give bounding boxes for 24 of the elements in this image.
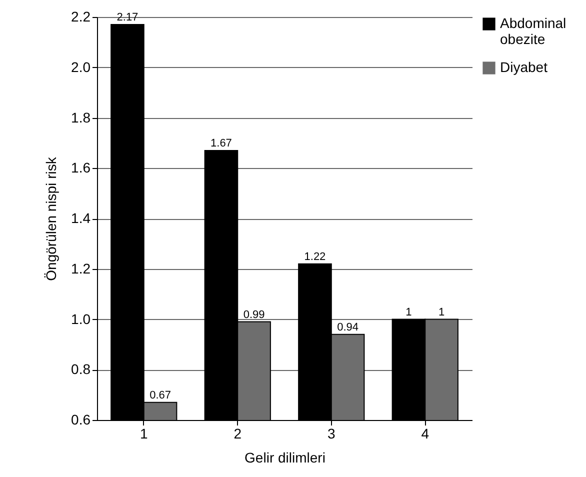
data-label: 0.94 (337, 321, 358, 334)
y-tick-label: 1.8 (71, 109, 91, 126)
data-label: 1.22 (304, 250, 326, 263)
y-tick-label: 0.6 (71, 412, 91, 428)
y-tick-label: 1.2 (71, 260, 91, 276)
data-label: 1.67 (210, 137, 232, 150)
x-tick-label: 4 (421, 426, 430, 442)
y-tick-label: 2.0 (71, 58, 91, 75)
data-label: 1 (438, 306, 445, 318)
legend-label: Diyabet (500, 59, 548, 75)
y-tick-label: 0.8 (71, 361, 91, 378)
x-axis-title: Gelir dilimleri (244, 450, 326, 466)
x-tick-label: 2 (234, 426, 242, 442)
legend-label: Abdominal obezite (500, 15, 566, 47)
y-tick-label: 1.6 (71, 160, 91, 176)
data-label: 0.67 (150, 389, 171, 402)
data-label: 0.99 (243, 308, 265, 321)
y-tick-label: 1.4 (71, 210, 91, 226)
y-tick-label: 1.0 (71, 310, 91, 327)
x-tick-label: 1 (140, 426, 148, 442)
x-tick-label: 3 (327, 426, 336, 442)
y-axis-title: Öngörülen nispi risk (43, 156, 60, 281)
y-tick-label: 2.2 (71, 8, 91, 24)
data-label: 1 (406, 306, 412, 318)
